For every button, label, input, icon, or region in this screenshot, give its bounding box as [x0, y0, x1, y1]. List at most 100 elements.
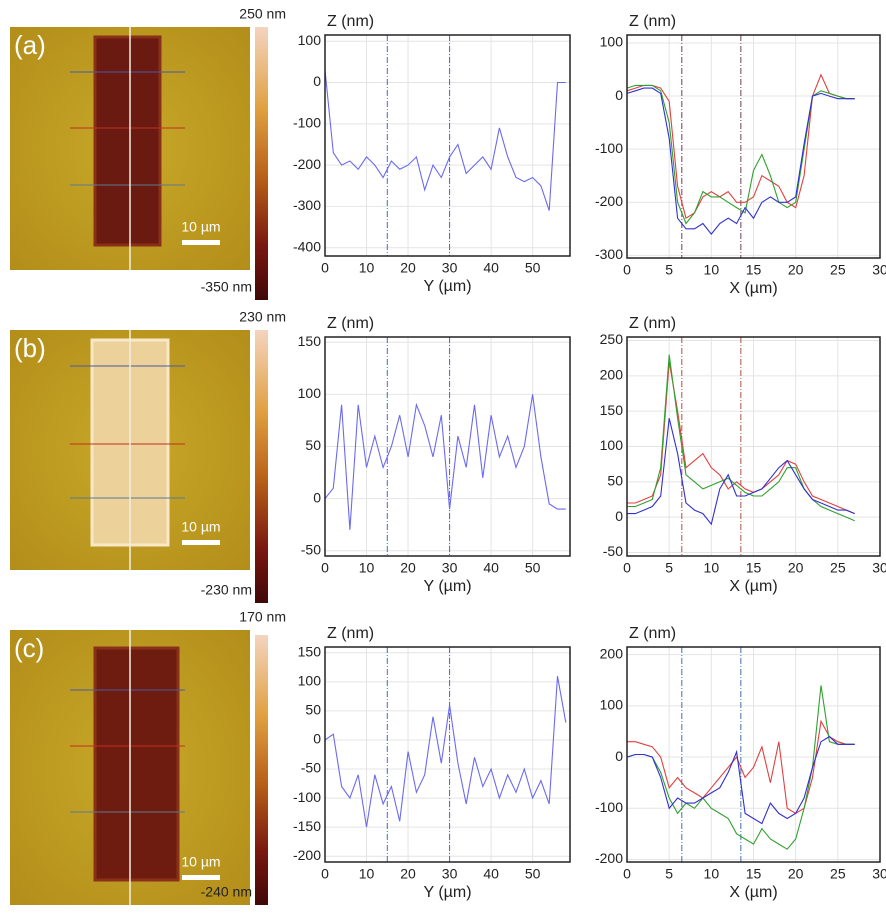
plot-frame [324, 646, 571, 863]
x-tick-label: 50 [525, 866, 541, 882]
plot-frame [626, 646, 881, 863]
x-axis-label: Y (µm) [423, 278, 471, 295]
y-tick-label: 100 [298, 673, 322, 689]
y-tick-label: 0 [313, 73, 321, 89]
y-tick-label: -300 [595, 246, 623, 262]
y-tick-label: -100 [293, 789, 321, 805]
panel-label: (a) [14, 30, 46, 60]
y-tick-label: -100 [293, 115, 321, 131]
y-tick-label: 100 [600, 34, 624, 50]
y-tick-label: 250 [600, 331, 624, 347]
x-tick-label: 30 [872, 560, 886, 576]
y-tick-label: 200 [600, 367, 624, 383]
y-tick-label: 100 [298, 385, 322, 401]
scale-bar-label: 10 µm [181, 519, 220, 535]
x-tick-label: 30 [442, 866, 458, 882]
x-tick-label: 0 [623, 866, 631, 882]
y-tick-label: -200 [293, 156, 321, 172]
x-tick-label: 0 [321, 560, 329, 576]
line-series [324, 70, 566, 211]
x-tick-label: 50 [525, 260, 541, 276]
x-tick-label: 20 [788, 262, 804, 278]
axis-title: Z (nm) [629, 315, 676, 332]
axis-title: Z (nm) [327, 13, 374, 30]
y-tick-label: 150 [600, 402, 624, 418]
y-tick-label: -100 [595, 140, 623, 156]
x-tick-label: 10 [359, 260, 375, 276]
x-tick-label: 40 [483, 560, 499, 576]
y-tick-label: -50 [301, 541, 321, 557]
y-tick-label: 50 [305, 437, 321, 453]
plot-frame [324, 34, 571, 257]
x-axis-label: Y (µm) [423, 884, 471, 901]
x-tick-label: 40 [483, 260, 499, 276]
y-tick-label: -150 [293, 818, 321, 834]
y-tick-label: 100 [298, 32, 322, 48]
x-tick-label: 15 [746, 262, 762, 278]
x-tick-label: 0 [321, 260, 329, 276]
colorbar-min: -240 nm [201, 884, 252, 900]
x-tick-label: 5 [665, 866, 673, 882]
y-tick-label: 150 [298, 333, 322, 349]
colorbar [255, 635, 268, 905]
plot-frame [626, 34, 881, 259]
axis-title: Z (nm) [327, 625, 374, 642]
x-tick-label: 10 [704, 866, 720, 882]
line-series [626, 84, 855, 225]
y-tick-label: -50 [301, 760, 321, 776]
panel-label: (c) [14, 633, 44, 663]
y-tick-label: -50 [603, 543, 623, 559]
line-series [627, 354, 855, 522]
y-tick-label: -300 [293, 197, 321, 213]
line-series [626, 685, 855, 850]
x-tick-label: 50 [525, 560, 541, 576]
pattern [93, 646, 180, 882]
x-tick-label: 25 [830, 560, 846, 576]
x-tick-label: 20 [788, 560, 804, 576]
plot-frame [324, 336, 571, 557]
x-tick-label: 20 [400, 866, 416, 882]
y-tick-label: 50 [607, 473, 623, 489]
colorbar-max: 170 nm [239, 609, 286, 625]
x-tick-label: 20 [788, 866, 804, 882]
colorbar [255, 330, 268, 603]
line-series [626, 87, 855, 235]
y-tick-label: 50 [305, 702, 321, 718]
x-tick-label: 15 [746, 560, 762, 576]
x-tick-label: 15 [746, 866, 762, 882]
axis-title: Z (nm) [629, 625, 676, 642]
x-tick-label: 25 [830, 262, 846, 278]
y-tick-label: -100 [595, 799, 623, 815]
x-tick-label: 5 [665, 262, 673, 278]
y-tick-label: -200 [293, 847, 321, 863]
x-tick-label: 30 [442, 260, 458, 276]
plot-frame [626, 336, 881, 557]
colorbar [255, 27, 268, 300]
scale-bar [182, 875, 220, 880]
x-tick-label: 0 [623, 560, 631, 576]
y-tick-label: 0 [313, 731, 321, 747]
x-tick-label: 0 [321, 866, 329, 882]
colorbar-max: 230 nm [239, 309, 286, 325]
x-tick-label: 5 [665, 560, 673, 576]
scale-bar-label: 10 µm [181, 219, 220, 235]
x-tick-label: 10 [359, 560, 375, 576]
x-tick-label: 30 [872, 866, 886, 882]
x-tick-label: 40 [483, 866, 499, 882]
y-tick-label: -400 [293, 238, 321, 254]
colorbar-min: -350 nm [201, 279, 252, 295]
y-tick-label: 200 [600, 645, 624, 661]
line-series [324, 394, 566, 530]
panel-label: (b) [14, 333, 46, 363]
y-tick-label: -200 [595, 850, 623, 866]
colorbar-max: 250 nm [239, 6, 286, 22]
line-series [626, 735, 855, 825]
x-tick-label: 25 [830, 866, 846, 882]
x-tick-label: 0 [623, 262, 631, 278]
line-series [627, 719, 855, 815]
x-tick-label: 10 [704, 262, 720, 278]
x-axis-label: Y (µm) [423, 578, 471, 595]
x-tick-label: 10 [359, 866, 375, 882]
axis-title: Z (nm) [629, 13, 676, 30]
